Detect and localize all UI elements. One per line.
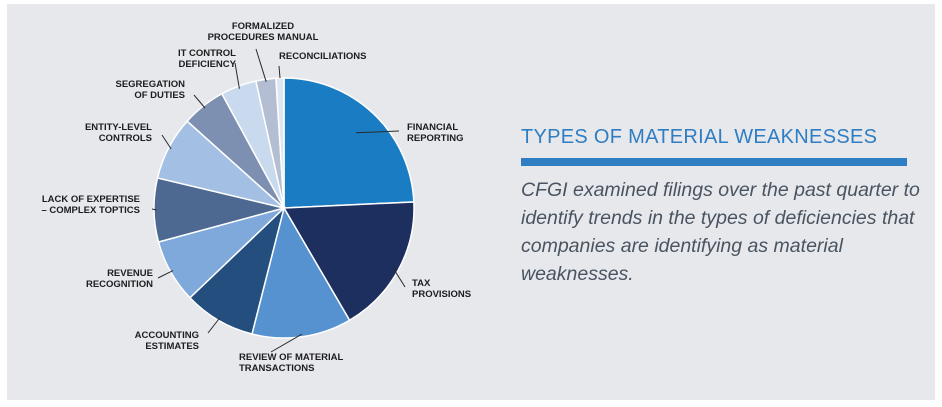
slice-label-5: REVENUE RECOGNITION xyxy=(86,268,153,290)
leader-line-10 xyxy=(255,48,267,82)
slice-label-3: REVIEW OF MATERIAL TRANSACTIONS xyxy=(239,352,344,374)
leader-line-1 xyxy=(355,130,400,134)
leader-line-8 xyxy=(193,94,206,109)
leader-line-7 xyxy=(161,134,172,150)
leader-line-3 xyxy=(270,333,303,353)
leader-line-5 xyxy=(157,270,174,279)
slice-label-8: SEGREGATION OF DUTIES xyxy=(116,79,186,101)
leader-line-9 xyxy=(234,62,240,89)
leader-line-6 xyxy=(151,208,157,211)
leader-line-4 xyxy=(207,317,221,334)
infographic-panel: FINANCIAL REPORTING TAX PROVISIONS REVIEW OF… xyxy=(7,4,935,400)
slice-label-1: FINANCIAL REPORTING xyxy=(407,122,463,144)
slice-label-6: LACK OF EXPERTISE – COMPLEX TOPTICS xyxy=(41,194,140,216)
slice-label-10: FORMALIZED PROCEDURES MANUAL xyxy=(208,21,319,43)
leader-line-2 xyxy=(392,266,406,288)
slice-label-4: ACCOUNTING ESTIMATES xyxy=(135,330,199,352)
leader-line-11 xyxy=(278,65,281,79)
pie-slice-2 xyxy=(282,201,415,322)
slice-label-9: IT CONTROL DEFICIENCY xyxy=(178,48,237,70)
slice-label-2: TAX PROVISIONS xyxy=(412,278,471,300)
slice-label-11: RECONCILIATIONS xyxy=(279,51,366,62)
chart-heading: TYPES OF MATERIAL WEAKNESSES xyxy=(521,126,878,148)
chart-description: CFGI examined filings over the past quar… xyxy=(521,179,920,285)
heading-rule xyxy=(521,158,907,166)
pie-slice-1 xyxy=(283,77,415,209)
pie-chart: FINANCIAL REPORTING TAX PROVISIONS REVIEW OF… xyxy=(41,21,471,374)
slice-label-7: ENTITY-LEVEL CONTROLS xyxy=(85,122,152,144)
